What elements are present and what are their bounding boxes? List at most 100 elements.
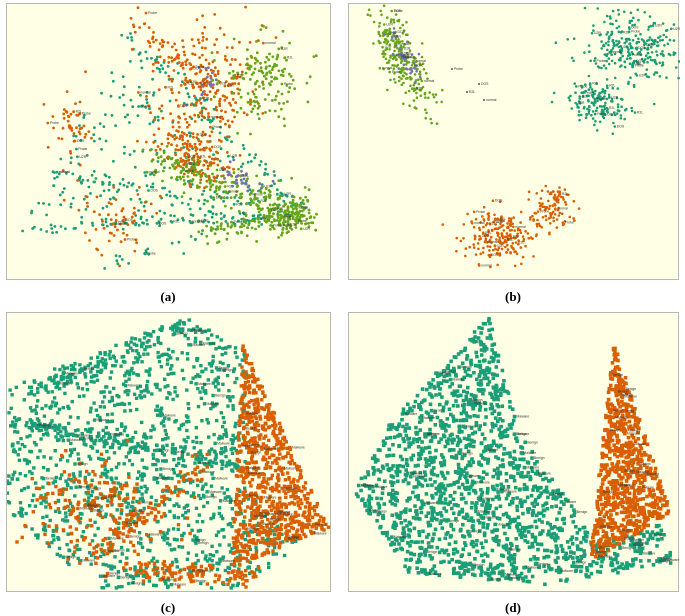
data-point	[490, 241, 493, 244]
data-point	[245, 385, 249, 389]
data-point	[105, 385, 109, 389]
data-point	[441, 223, 445, 226]
data-point	[102, 440, 106, 444]
data-point	[625, 37, 629, 41]
data-point	[250, 530, 255, 534]
data-point	[175, 357, 180, 361]
data-point	[462, 237, 465, 240]
data-point	[245, 353, 249, 357]
data-point	[229, 63, 232, 66]
data-point	[627, 26, 631, 29]
data-point	[121, 207, 125, 211]
data-point	[136, 441, 140, 446]
data-point	[188, 568, 192, 573]
data-point	[128, 408, 133, 413]
data-point	[182, 446, 186, 451]
data-point	[398, 40, 402, 44]
data-point	[65, 376, 70, 380]
data-point	[228, 124, 231, 127]
data-point	[134, 238, 138, 242]
panel-a: Probe DOS normal R2L U2R Probe DOS normal R2L U2R…	[6, 3, 331, 280]
data-point	[95, 195, 99, 199]
data-point	[220, 109, 223, 113]
data-point	[628, 53, 632, 57]
data-point	[271, 429, 276, 434]
data-point	[307, 188, 311, 192]
data-point	[153, 118, 157, 122]
data-point	[548, 204, 552, 208]
data-point	[200, 232, 204, 236]
data-point	[211, 404, 215, 409]
data-point	[151, 330, 156, 334]
data-point	[243, 391, 247, 395]
data-point	[232, 446, 237, 451]
data-point	[583, 6, 587, 10]
data-point	[92, 170, 96, 173]
data-point	[217, 345, 221, 350]
data-point	[244, 556, 248, 561]
data-point	[65, 519, 70, 523]
data-point	[226, 224, 230, 228]
point-label: U2R	[303, 227, 310, 231]
data-point	[18, 501, 23, 505]
data-point	[264, 162, 268, 166]
point-label: Probe	[414, 63, 423, 67]
data-point	[283, 124, 286, 128]
data-point	[54, 401, 59, 405]
data-point	[117, 446, 121, 450]
data-point	[174, 463, 179, 468]
data-point	[92, 401, 96, 405]
data-point	[277, 222, 281, 225]
data-point	[610, 49, 613, 52]
data-point	[216, 157, 220, 161]
data-point	[257, 220, 261, 224]
data-point	[78, 521, 82, 525]
data-point	[572, 37, 576, 40]
data-point	[249, 484, 253, 488]
data-point	[144, 566, 148, 570]
data-point	[266, 409, 271, 413]
data-point	[131, 371, 136, 375]
point-label: U2R	[230, 154, 237, 158]
data-point	[197, 199, 201, 203]
data-point	[266, 482, 270, 486]
data-point	[93, 533, 97, 537]
data-point	[392, 31, 395, 34]
data-point	[396, 46, 399, 50]
data-point	[145, 90, 149, 94]
data-point	[90, 427, 94, 431]
data-point	[112, 451, 117, 455]
data-point	[197, 460, 202, 464]
data-point	[118, 222, 122, 226]
data-point	[78, 163, 82, 167]
data-point	[182, 506, 186, 510]
data-point	[387, 61, 390, 64]
data-point	[86, 205, 89, 208]
data-point	[72, 134, 76, 138]
data-point	[22, 398, 26, 402]
data-point	[111, 514, 115, 519]
data-point	[405, 21, 408, 24]
data-point	[215, 168, 219, 172]
data-point	[386, 88, 389, 92]
data-point	[295, 530, 299, 534]
data-point	[116, 228, 119, 232]
data-point	[183, 334, 187, 338]
data-point	[190, 328, 194, 333]
data-point	[29, 450, 33, 454]
data-point	[198, 390, 202, 394]
data-point	[307, 506, 312, 510]
data-point	[258, 104, 261, 108]
data-point	[222, 582, 226, 587]
data-point	[125, 369, 130, 373]
data-point	[216, 174, 219, 178]
data-point	[225, 196, 229, 200]
data-point	[203, 26, 207, 29]
data-point	[266, 417, 270, 422]
data-point	[145, 57, 149, 60]
data-point	[572, 59, 575, 63]
data-point	[107, 239, 111, 243]
data-point	[208, 462, 212, 466]
data-point	[271, 499, 275, 504]
data-point	[246, 185, 250, 189]
